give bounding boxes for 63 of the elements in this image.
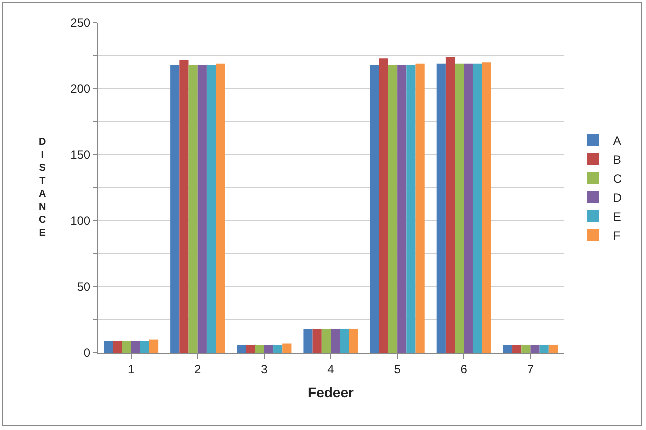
bar bbox=[530, 345, 540, 353]
bar bbox=[416, 64, 425, 353]
bar bbox=[406, 65, 416, 353]
bar bbox=[370, 65, 380, 353]
bar bbox=[464, 64, 474, 353]
y-axis-title: DISTANCE bbox=[39, 137, 46, 239]
bar bbox=[264, 345, 274, 353]
bar bbox=[113, 341, 122, 353]
bar bbox=[436, 64, 446, 353]
bar bbox=[255, 345, 264, 353]
bar bbox=[455, 64, 464, 353]
x-tick-label: 3 bbox=[261, 362, 268, 376]
legend-label: A bbox=[613, 134, 622, 148]
bar bbox=[331, 329, 340, 353]
bar bbox=[104, 341, 114, 353]
bar bbox=[198, 65, 207, 353]
bar bbox=[188, 65, 198, 353]
x-tick-label: 6 bbox=[460, 362, 468, 376]
bar bbox=[522, 345, 531, 353]
bar bbox=[398, 65, 407, 353]
bar bbox=[340, 329, 350, 353]
bar bbox=[473, 64, 482, 353]
x-tick-label: 2 bbox=[194, 362, 202, 376]
bar bbox=[304, 329, 313, 353]
x-tick-label: 1 bbox=[128, 362, 135, 376]
legend-label: C bbox=[613, 172, 622, 186]
legend-label: E bbox=[613, 210, 622, 224]
bar bbox=[246, 345, 256, 353]
bar bbox=[482, 62, 492, 353]
y-tick-label: 250 bbox=[70, 16, 91, 30]
bar bbox=[237, 345, 246, 353]
bar bbox=[388, 65, 398, 353]
legend-label: D bbox=[613, 191, 622, 206]
bar bbox=[206, 65, 216, 353]
bar bbox=[312, 329, 322, 353]
bar bbox=[379, 58, 388, 353]
y-tick-label: 0 bbox=[84, 346, 91, 360]
bar bbox=[512, 345, 522, 353]
bar bbox=[503, 345, 513, 353]
bar bbox=[282, 344, 292, 353]
bar bbox=[322, 329, 331, 353]
bar bbox=[349, 329, 358, 353]
y-tick-label: 100 bbox=[70, 214, 91, 228]
x-axis-title: Fedeer bbox=[308, 384, 354, 401]
bar bbox=[131, 341, 140, 353]
y-tick-label: 50 bbox=[77, 280, 91, 294]
x-tick-label: 5 bbox=[394, 362, 402, 376]
bar bbox=[216, 64, 226, 353]
x-tick-label: 4 bbox=[328, 362, 335, 376]
legend-label: B bbox=[613, 153, 622, 168]
bar bbox=[149, 340, 159, 353]
bar bbox=[274, 345, 283, 353]
x-tick-label: 7 bbox=[527, 362, 534, 376]
y-tick-label: 150 bbox=[70, 148, 91, 162]
bar bbox=[140, 341, 150, 353]
bar bbox=[170, 65, 180, 353]
bar bbox=[122, 341, 132, 353]
bar bbox=[540, 345, 549, 353]
legend-label: F bbox=[613, 229, 621, 244]
bar bbox=[446, 57, 456, 353]
y-tick-label: 200 bbox=[70, 82, 91, 96]
bar bbox=[548, 345, 558, 353]
bar bbox=[180, 60, 189, 353]
